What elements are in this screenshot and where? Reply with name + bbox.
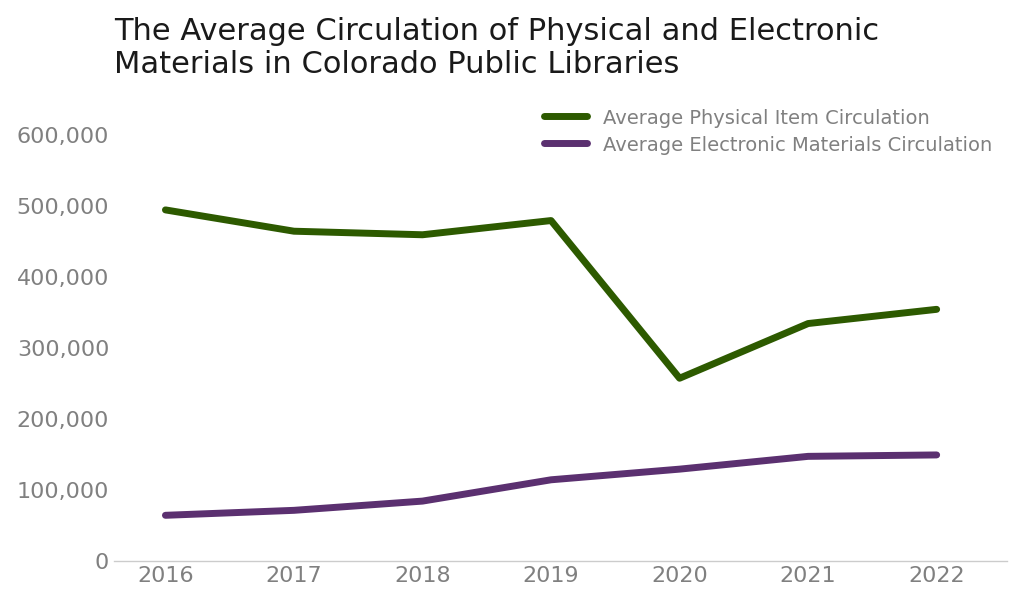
Average Electronic Materials Circulation [802, 453, 814, 460]
Average Electronic Materials Circulation [931, 451, 943, 458]
Average Electronic Materials Circulation [288, 507, 300, 514]
Average Physical Item Circulation [674, 374, 686, 382]
Text: The Average Circulation of Physical and Electronic
Materials in Colorado Public : The Average Circulation of Physical and … [114, 17, 880, 79]
Line: Average Electronic Materials Circulation: Average Electronic Materials Circulation [166, 455, 937, 516]
Average Physical Item Circulation [288, 227, 300, 235]
Average Electronic Materials Circulation [545, 476, 557, 484]
Average Physical Item Circulation [417, 231, 429, 238]
Average Physical Item Circulation [802, 320, 814, 327]
Legend: Average Physical Item Circulation, Average Electronic Materials Circulation: Average Physical Item Circulation, Avera… [539, 103, 997, 160]
Average Electronic Materials Circulation [417, 497, 429, 505]
Average Electronic Materials Circulation [160, 512, 172, 519]
Average Physical Item Circulation [545, 217, 557, 224]
Average Electronic Materials Circulation [674, 466, 686, 473]
Line: Average Physical Item Circulation: Average Physical Item Circulation [166, 210, 937, 378]
Average Physical Item Circulation [931, 306, 943, 313]
Average Physical Item Circulation [160, 206, 172, 213]
